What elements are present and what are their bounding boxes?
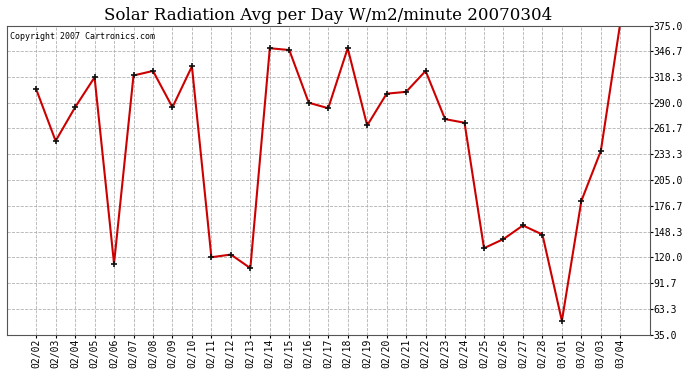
Title: Solar Radiation Avg per Day W/m2/minute 20070304: Solar Radiation Avg per Day W/m2/minute … [104, 7, 553, 24]
Text: Copyright 2007 Cartronics.com: Copyright 2007 Cartronics.com [10, 32, 155, 40]
